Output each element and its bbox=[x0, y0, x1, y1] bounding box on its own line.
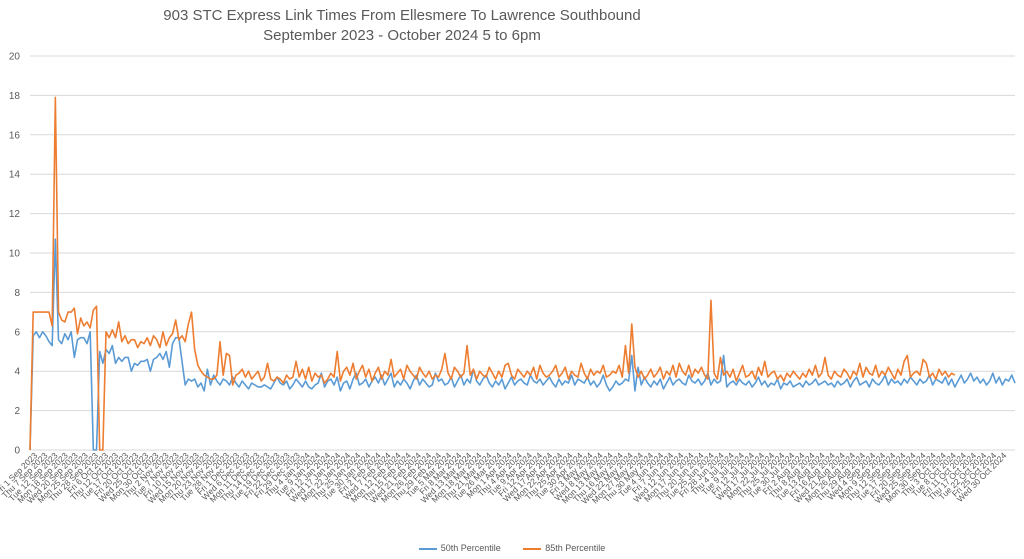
y-tick-label-10: 20 bbox=[9, 52, 21, 63]
legend-swatch-50th bbox=[418, 547, 437, 550]
legend-item-85th: 85th Percentile bbox=[523, 543, 605, 553]
y-tick-label-5: 10 bbox=[9, 249, 21, 260]
chart-title-block: 903 STC Express Link Times From Ellesmer… bbox=[0, 6, 804, 46]
series-line-85th bbox=[29, 96, 956, 451]
legend-swatch-85th bbox=[523, 547, 542, 550]
y-tick-label-2: 4 bbox=[14, 367, 20, 378]
legend: 50th Percentile 85th Percentile bbox=[0, 543, 1024, 553]
y-tick-label-1: 2 bbox=[14, 406, 20, 417]
y-tick-label-3: 6 bbox=[14, 327, 20, 338]
y-tick-label-7: 14 bbox=[9, 170, 21, 181]
legend-label-85th: 85th Percentile bbox=[545, 543, 606, 553]
chart-subtitle: September 2023 - October 2024 5 to 6pm bbox=[263, 27, 541, 44]
legend-item-50th: 50th Percentile bbox=[418, 543, 501, 553]
chart-title: 903 STC Express Link Times From Ellesmer… bbox=[163, 7, 641, 24]
y-tick-label-6: 12 bbox=[9, 209, 21, 220]
y-tick-label-4: 8 bbox=[14, 288, 20, 299]
y-tick-label-9: 18 bbox=[9, 91, 21, 102]
legend-label-50th: 50th Percentile bbox=[440, 543, 501, 553]
series-line-50th bbox=[29, 238, 1016, 451]
y-tick-label-8: 16 bbox=[9, 130, 21, 141]
y-tick-label-0: 0 bbox=[14, 446, 20, 457]
